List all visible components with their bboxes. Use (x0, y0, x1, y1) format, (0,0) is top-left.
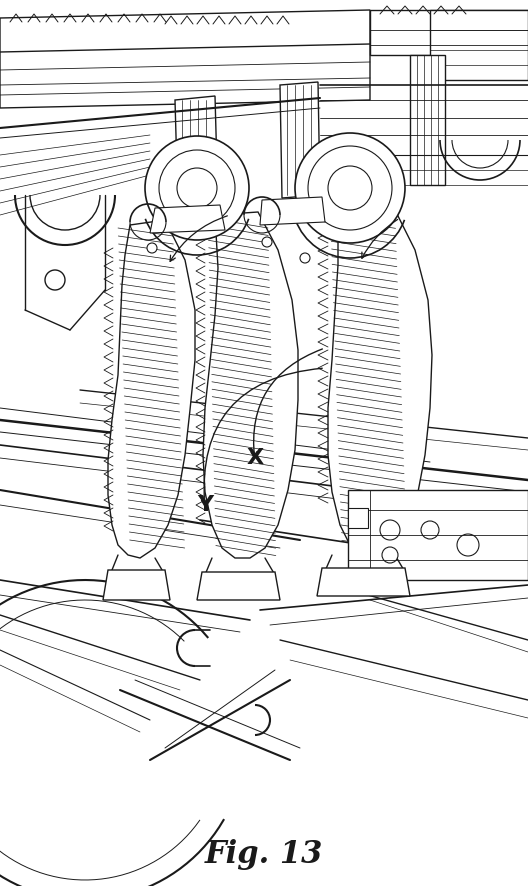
Circle shape (380, 520, 400, 540)
Polygon shape (280, 82, 320, 198)
Polygon shape (203, 212, 298, 558)
Polygon shape (103, 570, 170, 600)
Polygon shape (0, 44, 370, 108)
Circle shape (421, 521, 439, 539)
Circle shape (308, 146, 392, 230)
Circle shape (300, 253, 310, 263)
Polygon shape (175, 96, 218, 208)
Text: Y: Y (197, 495, 213, 515)
Circle shape (159, 150, 235, 226)
Circle shape (145, 136, 249, 240)
Polygon shape (370, 10, 528, 55)
Text: Fig. 13: Fig. 13 (205, 840, 323, 871)
Polygon shape (410, 55, 445, 185)
Polygon shape (108, 220, 195, 558)
Polygon shape (260, 197, 325, 225)
Polygon shape (150, 205, 225, 233)
Circle shape (177, 168, 217, 208)
Polygon shape (317, 568, 410, 596)
Circle shape (147, 243, 157, 253)
Polygon shape (328, 198, 432, 555)
Circle shape (262, 237, 272, 247)
Polygon shape (348, 508, 368, 528)
Circle shape (45, 270, 65, 290)
Circle shape (295, 133, 405, 243)
Circle shape (457, 534, 479, 556)
Text: X: X (247, 448, 263, 468)
Polygon shape (348, 490, 528, 580)
Circle shape (382, 547, 398, 563)
Polygon shape (430, 10, 528, 80)
Polygon shape (0, 10, 370, 60)
Polygon shape (197, 572, 280, 600)
Circle shape (328, 166, 372, 210)
